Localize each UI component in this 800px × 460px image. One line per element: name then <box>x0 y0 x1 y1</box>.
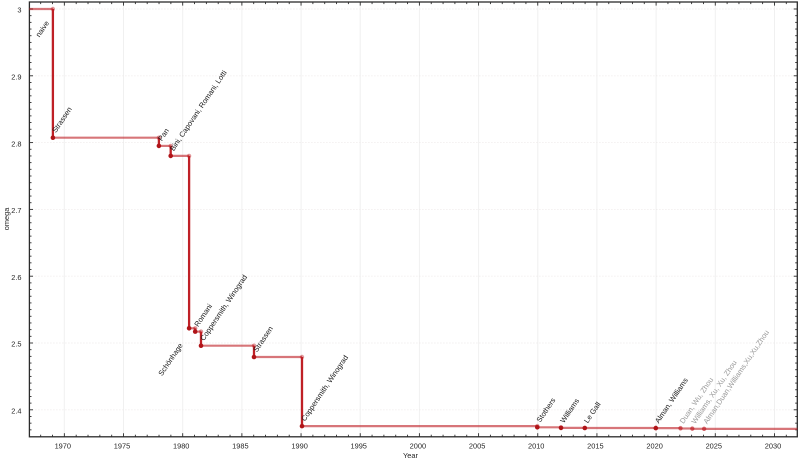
svg-text:Year: Year <box>403 451 418 460</box>
svg-text:2.9: 2.9 <box>11 73 21 82</box>
svg-text:1985: 1985 <box>232 441 248 450</box>
svg-text:2.4: 2.4 <box>11 407 21 416</box>
svg-text:1970: 1970 <box>55 441 71 450</box>
svg-text:2030: 2030 <box>765 441 781 450</box>
svg-text:2025: 2025 <box>706 441 722 450</box>
svg-text:2000: 2000 <box>410 441 426 450</box>
svg-text:2015: 2015 <box>587 441 603 450</box>
svg-text:1990: 1990 <box>291 441 307 450</box>
svg-text:3: 3 <box>17 6 21 15</box>
svg-text:2.7: 2.7 <box>11 206 21 215</box>
svg-text:2010: 2010 <box>528 441 544 450</box>
svg-text:omega: omega <box>2 207 11 230</box>
svg-text:2020: 2020 <box>646 441 662 450</box>
svg-text:2.8: 2.8 <box>11 139 21 148</box>
svg-text:1995: 1995 <box>350 441 366 450</box>
svg-text:2.6: 2.6 <box>11 273 21 282</box>
svg-text:1980: 1980 <box>173 441 189 450</box>
svg-text:2005: 2005 <box>469 441 485 450</box>
svg-text:2.5: 2.5 <box>11 340 21 349</box>
svg-text:1975: 1975 <box>114 441 130 450</box>
